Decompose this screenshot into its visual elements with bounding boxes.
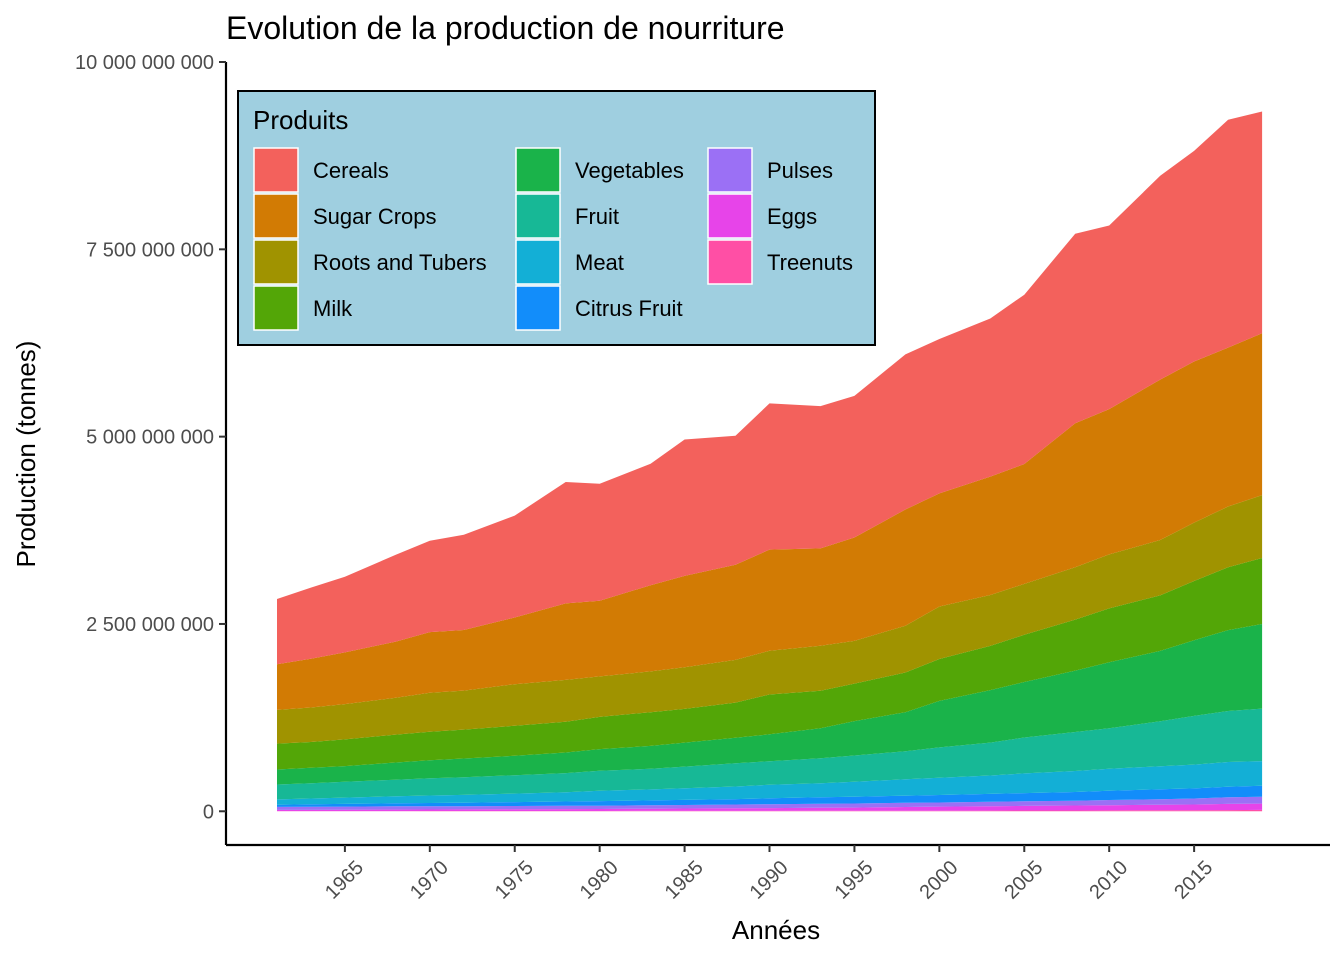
area-meat — [277, 761, 1263, 805]
legend-label-roots-and-tubers: Roots and Tubers — [313, 250, 487, 275]
legend-key-fruit — [515, 193, 561, 239]
area-citrus-fruit — [277, 785, 1263, 807]
area-vegetables — [277, 624, 1263, 785]
legend-key-cereals — [253, 147, 299, 193]
x-tick-label: 1990 — [746, 857, 793, 904]
legend-label-treenuts: Treenuts — [767, 250, 853, 275]
x-tick-label: 1980 — [576, 857, 623, 904]
x-axis-title: Années — [732, 915, 820, 945]
legend-key-meat — [515, 239, 561, 285]
area-cereals — [277, 111, 1263, 665]
y-axis-title: Production (tonnes) — [11, 341, 41, 568]
area-fruit — [277, 708, 1263, 800]
legend: Produits Cereals Sugar Crops Roots and Tube… — [237, 90, 876, 346]
x-tick-label: 1995 — [831, 857, 878, 904]
x-tick-label: 1975 — [491, 857, 538, 904]
area-series-group — [277, 111, 1263, 812]
area-roots-and-tubers — [277, 495, 1263, 744]
area-eggs — [277, 803, 1263, 812]
legend-label-fruit: Fruit — [575, 204, 619, 229]
legend-key-sugar-crops — [253, 193, 299, 239]
legend-label-citrus-fruit: Citrus Fruit — [575, 296, 683, 321]
legend-key-milk — [253, 285, 299, 331]
y-tick-label: 5 000 000 000 — [86, 427, 214, 449]
x-tick-label: 1985 — [661, 857, 708, 904]
legend-key-treenuts — [707, 239, 753, 285]
chart-title: Evolution de la production de nourriture — [226, 10, 785, 46]
legend-label-vegetables: Vegetables — [575, 158, 684, 183]
legend-label-pulses: Pulses — [767, 158, 833, 183]
area-pulses — [277, 796, 1263, 810]
legend-label-eggs: Eggs — [767, 204, 817, 229]
area-sugar-crops — [277, 333, 1263, 710]
legend-key-vegetables — [515, 147, 561, 193]
legend-title: Produits — [253, 105, 348, 135]
area-treenuts — [277, 809, 1263, 812]
legend-label-milk: Milk — [313, 296, 353, 321]
x-tick-label: 2015 — [1170, 857, 1217, 904]
legend-label-sugar-crops: Sugar Crops — [313, 204, 437, 229]
x-tick-label: 1970 — [406, 857, 453, 904]
y-tick-label: 7 500 000 000 — [86, 239, 214, 261]
area-milk — [277, 558, 1263, 770]
y-tick-label: 0 — [203, 801, 214, 823]
legend-key-roots-and-tubers — [253, 239, 299, 285]
y-tick-label: 2 500 000 000 — [86, 614, 214, 636]
legend-key-citrus-fruit — [515, 285, 561, 331]
legend-label-meat: Meat — [575, 250, 624, 275]
x-tick-label: 2000 — [915, 857, 962, 904]
x-tick-label: 2010 — [1085, 857, 1132, 904]
x-tick-label: 2005 — [1000, 857, 1047, 904]
x-tick-label: 1965 — [321, 857, 368, 904]
legend-label-cereals: Cereals — [313, 158, 389, 183]
legend-key-eggs — [707, 193, 753, 239]
y-tick-label: 10 000 000 000 — [75, 52, 214, 74]
legend-key-pulses — [707, 147, 753, 193]
